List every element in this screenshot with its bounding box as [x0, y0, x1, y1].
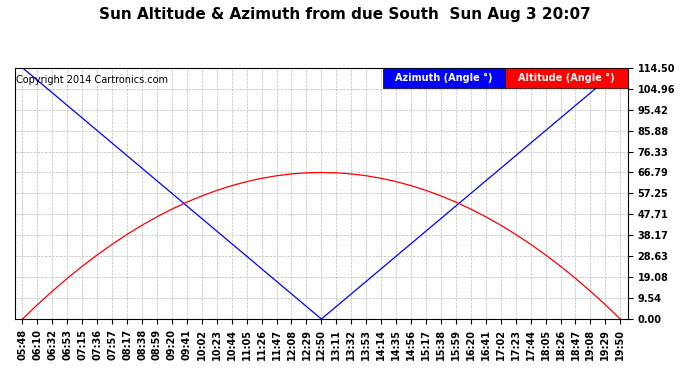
FancyBboxPatch shape: [383, 68, 505, 88]
Text: Azimuth (Angle °): Azimuth (Angle °): [395, 73, 493, 83]
Text: Sun Altitude & Azimuth from due South  Sun Aug 3 20:07: Sun Altitude & Azimuth from due South Su…: [99, 8, 591, 22]
Text: Altitude (Angle °): Altitude (Angle °): [518, 73, 615, 83]
Text: Copyright 2014 Cartronics.com: Copyright 2014 Cartronics.com: [17, 75, 168, 85]
FancyBboxPatch shape: [505, 68, 628, 88]
